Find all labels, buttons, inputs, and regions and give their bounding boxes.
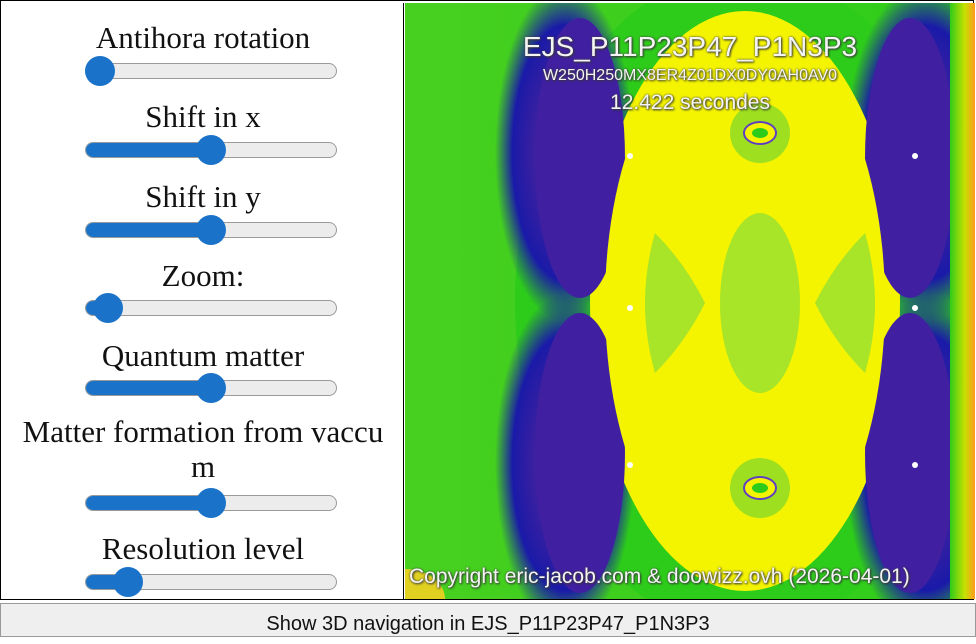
- slider-thumb[interactable]: [196, 135, 226, 165]
- image-title: EJS_P11P23P47_P1N3P3: [522, 31, 858, 62]
- slider-track: [85, 63, 337, 79]
- slider-fill: [86, 496, 212, 510]
- label-zoom: Zoom:: [161, 258, 245, 293]
- fractal-image[interactable]: EJS_P11P23P47_P1N3P3 W250H250MX8ER4Z01DX…: [405, 3, 975, 599]
- slider-thumb[interactable]: [93, 293, 123, 323]
- slider-thumb[interactable]: [196, 373, 226, 403]
- slider-shift-x[interactable]: [85, 135, 337, 165]
- slider-thumb[interactable]: [85, 56, 115, 86]
- label-shift-y: Shift in y: [145, 179, 261, 214]
- label-quantum-matter: Quantum matter: [101, 338, 305, 373]
- label-antihora-rotation: Antihora rotation: [95, 20, 311, 55]
- label-shift-x: Shift in x: [145, 99, 261, 134]
- app-frame: Antihora rotation Shift in x Shift in y …: [0, 0, 975, 600]
- slider-fill: [86, 381, 212, 395]
- slider-matter-formation[interactable]: [85, 488, 337, 518]
- slider-fill: [86, 223, 212, 237]
- fractal-graphic: [405, 3, 975, 599]
- slider-thumb[interactable]: [196, 488, 226, 518]
- slider-antihora-rotation[interactable]: [85, 56, 337, 86]
- slider-thumb[interactable]: [196, 215, 226, 245]
- slider-resolution-level[interactable]: [85, 567, 337, 597]
- slider-shift-y[interactable]: [85, 215, 337, 245]
- image-copyright: Copyright eric-jacob.com & doowizz.ovh (…: [409, 565, 910, 588]
- slider-fill: [86, 143, 212, 157]
- show-3d-navigation-button[interactable]: Show 3D navigation in EJS_P11P23P47_P1N3…: [0, 603, 976, 637]
- slider-zoom[interactable]: [85, 293, 337, 323]
- slider-thumb[interactable]: [113, 567, 143, 597]
- image-params: W250H250MX8ER4Z01DX0DY0AH0AV0: [542, 67, 838, 84]
- image-time: 12.422 secondes: [610, 91, 770, 114]
- controls-panel: Antihora rotation Shift in x Shift in y …: [3, 3, 404, 599]
- label-resolution-level: Resolution level: [101, 531, 305, 566]
- label-matter-formation-wrap: m: [190, 449, 216, 484]
- slider-quantum-matter[interactable]: [85, 373, 337, 403]
- label-matter-formation: Matter formation from vaccu: [22, 414, 384, 449]
